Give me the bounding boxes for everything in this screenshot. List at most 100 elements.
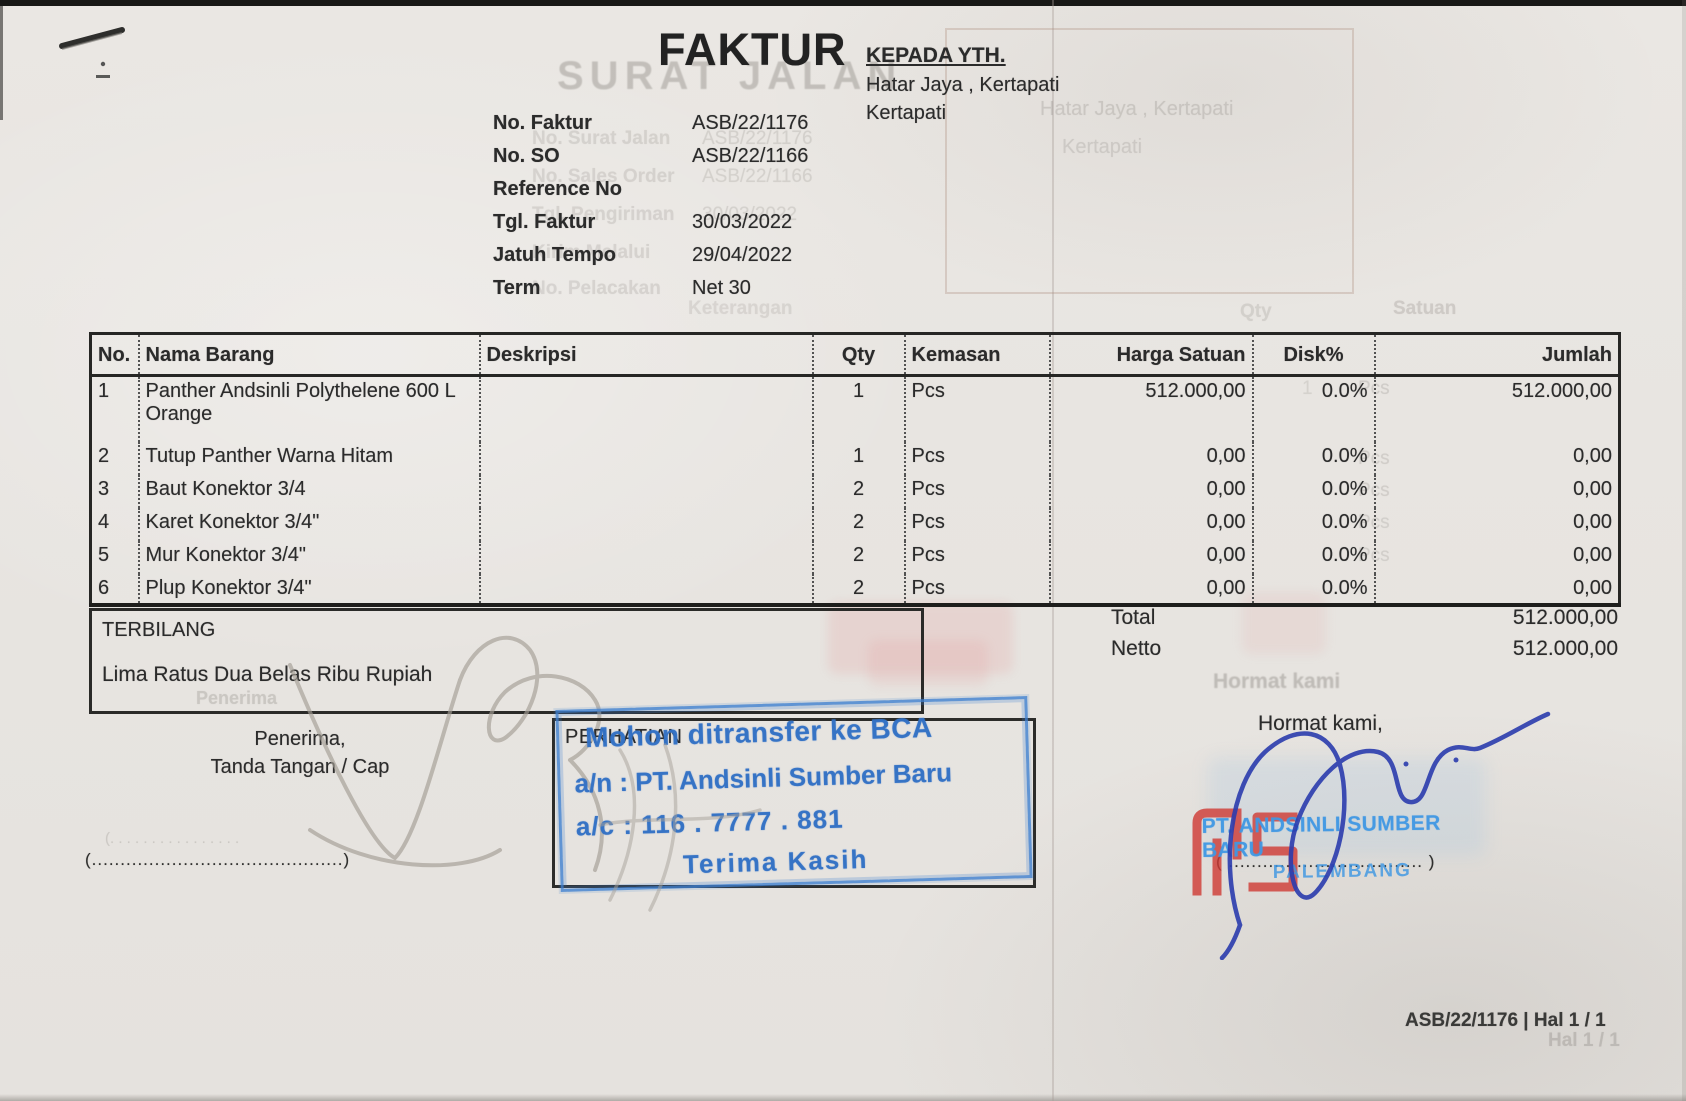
ghost-field-label: No. Sales Order [532, 166, 675, 187]
cell-kemasan: Pcs [904, 441, 1051, 475]
ghost-field-label: No. Pelacakan [532, 278, 661, 299]
document-title: FAKTUR [658, 24, 847, 75]
cell-no: 3 [90, 474, 140, 508]
field-value-jatuh-tempo: 29/04/2022 [692, 244, 793, 266]
cell-qty: 1 [812, 441, 906, 475]
cell-no: 1 [90, 375, 140, 442]
field-label-reference-no: Reference No [493, 178, 622, 200]
cell-disk: 0.0% [1252, 573, 1376, 605]
penerima-subheading: Tanda Tangan / Cap [210, 756, 390, 778]
col-header-harga-satuan: Harga Satuan [1049, 333, 1254, 377]
col-header-nama-barang: Nama Barang [138, 333, 481, 377]
scan-edge-right [1682, 0, 1686, 1101]
ghost-recipient-line: Hatar Jaya , Kertapati [1040, 98, 1234, 120]
table-row: 5 Mur Konektor 3/4" 2 Pcs 0,00 0.0% 0,00 [90, 540, 1620, 574]
col-header-disk: Disk% [1252, 333, 1376, 377]
ghost-field-label: No. Surat Jalan [532, 128, 671, 149]
total-label: Total [1111, 606, 1156, 629]
table-row: 6 Plup Konektor 3/4" 2 Pcs 0,00 0.0% 0,0… [90, 573, 1620, 605]
company-logo-stamp [1192, 808, 1298, 896]
cell-jumlah: 0,00 [1573, 543, 1612, 566]
ghost-col-qty: Qty [1240, 301, 1272, 322]
staple-mark [59, 27, 125, 78]
field-value-tgl-faktur: 30/03/2022 [692, 211, 793, 233]
ghost-surat-jalan-title: SURAT JALAN [557, 54, 903, 98]
scan-edge-left [0, 0, 3, 120]
cell-kemasan: Pcs [904, 507, 1051, 541]
pencil-scrawl [598, 743, 762, 912]
cell-no: 4 [90, 507, 140, 541]
col-header-no: No. [90, 333, 140, 377]
table-row: 4 Karet Konektor 3/4" 2 Pcs 0,00 0.0% 0,… [90, 507, 1620, 541]
cell-qty: 2 [812, 507, 906, 541]
scan-edge-top [0, 0, 1686, 6]
terbilang-box: TERBILANG Lima Ratus Dua Belas Ribu Rupi… [89, 608, 924, 714]
cell-disk: 0.0% [1252, 540, 1376, 574]
cell-kemasan: Pcs [904, 474, 1051, 508]
cell-nama: Plup Konektor 3/4" [138, 573, 481, 605]
cell-jumlah: 512.000,00 [1511, 380, 1612, 402]
hormat-signature-line: ( .................................. ) [1216, 852, 1436, 871]
cell-deskripsi [479, 441, 814, 475]
cell-nama: Tutup Panther Warna Hitam [138, 441, 481, 475]
ghost-field-value: ASB/22/1166 [702, 166, 813, 187]
penerima-signature-line: (.......................................… [85, 850, 351, 869]
col-header-kemasan: Kemasan [904, 333, 1051, 377]
cell-kemasan: Pcs [904, 540, 1051, 574]
cell-harga: 0,00 [1049, 540, 1254, 574]
cell-no: 2 [90, 441, 140, 475]
perhatian-box: PERHATIAN [552, 718, 1036, 888]
col-header-deskripsi: Deskripsi [479, 333, 814, 377]
line-items-table: No. Nama Barang Deskripsi Qty Kemasan Ha… [89, 332, 1621, 607]
recipient-name: Hatar Jaya , Kertapati [866, 74, 1060, 96]
cell-qty: 2 [812, 474, 906, 508]
ghost-field-label: Kirim Melalui [532, 242, 651, 263]
table-row: 2 Tutup Panther Warna Hitam 1 Pcs 0,00 0… [90, 441, 1620, 475]
ghost-hormat-kami: Hormat kami [1213, 670, 1341, 693]
col-header-qty: Qty [812, 333, 906, 377]
cell-qty: 2 [812, 540, 906, 574]
cell-harga: 0,00 [1049, 573, 1254, 605]
table-row: 3 Baut Konektor 3/4 2 Pcs 0,00 0.0% 0,00 [90, 474, 1620, 508]
cell-disk: 0.0% [1252, 441, 1376, 475]
ghost-field-value: ASB/22/1176 [702, 128, 813, 149]
cell-deskripsi [479, 507, 814, 541]
cell-deskripsi [479, 540, 814, 574]
table-row: 1 Panther Andsinli Polythelene 600 L Ora… [90, 375, 1620, 442]
col-header-jumlah: Jumlah [1374, 333, 1620, 377]
cell-harga: 512.000,00 [1049, 375, 1254, 442]
ghost-red-stamp-bleed [868, 640, 988, 686]
cell-deskripsi [479, 474, 814, 508]
terbilang-label: TERBILANG [102, 619, 216, 641]
ghost-dotted-line: (. . . . . . . . . . . . . . . . [105, 830, 240, 847]
page-footer-reference: ASB/22/1176 | Hal 1 / 1 [1405, 1010, 1606, 1031]
cell-disk: 0.0% [1252, 474, 1376, 508]
cell-kemasan: Pcs [904, 573, 1051, 605]
cell-nama: Mur Konektor 3/4" [138, 540, 481, 574]
total-value: 512.000,00 [1512, 606, 1618, 629]
cell-harga: 0,00 [1049, 507, 1254, 541]
cell-nama: Karet Konektor 3/4" [138, 507, 481, 541]
pen-signature [1219, 711, 1551, 960]
ghost-field-value: 30/03/2022 [702, 204, 798, 225]
recipient-label: KEPADA YTH. [866, 44, 1006, 67]
cell-nama: Baut Konektor 3/4 [138, 474, 481, 508]
perhatian-label: PERHATIAN [565, 726, 683, 748]
field-value-no-so: ASB/22/1166 [692, 145, 809, 167]
ghost-field-label: Tgl. Pengiriman [532, 204, 675, 225]
ghost-col-keterangan: Keterangan [688, 298, 793, 319]
ghost-recipient-box [945, 28, 1354, 294]
cell-no: 6 [90, 573, 140, 605]
cell-kemasan: Pcs [904, 375, 1051, 442]
field-label-jatuh-tempo: Jatuh Tempo [493, 244, 616, 266]
cell-deskripsi [479, 573, 814, 605]
cell-deskripsi [479, 375, 814, 442]
cell-disk: 0.0% [1252, 507, 1376, 541]
terbilang-text: Lima Ratus Dua Belas Ribu Rupiah [102, 663, 433, 686]
table-header-row: No. Nama Barang Deskripsi Qty Kemasan Ha… [90, 333, 1620, 377]
field-label-no-faktur: No. Faktur [493, 112, 592, 134]
pencil-signature [288, 635, 604, 872]
netto-value: 512.000,00 [1512, 637, 1618, 660]
cell-harga: 0,00 [1049, 474, 1254, 508]
